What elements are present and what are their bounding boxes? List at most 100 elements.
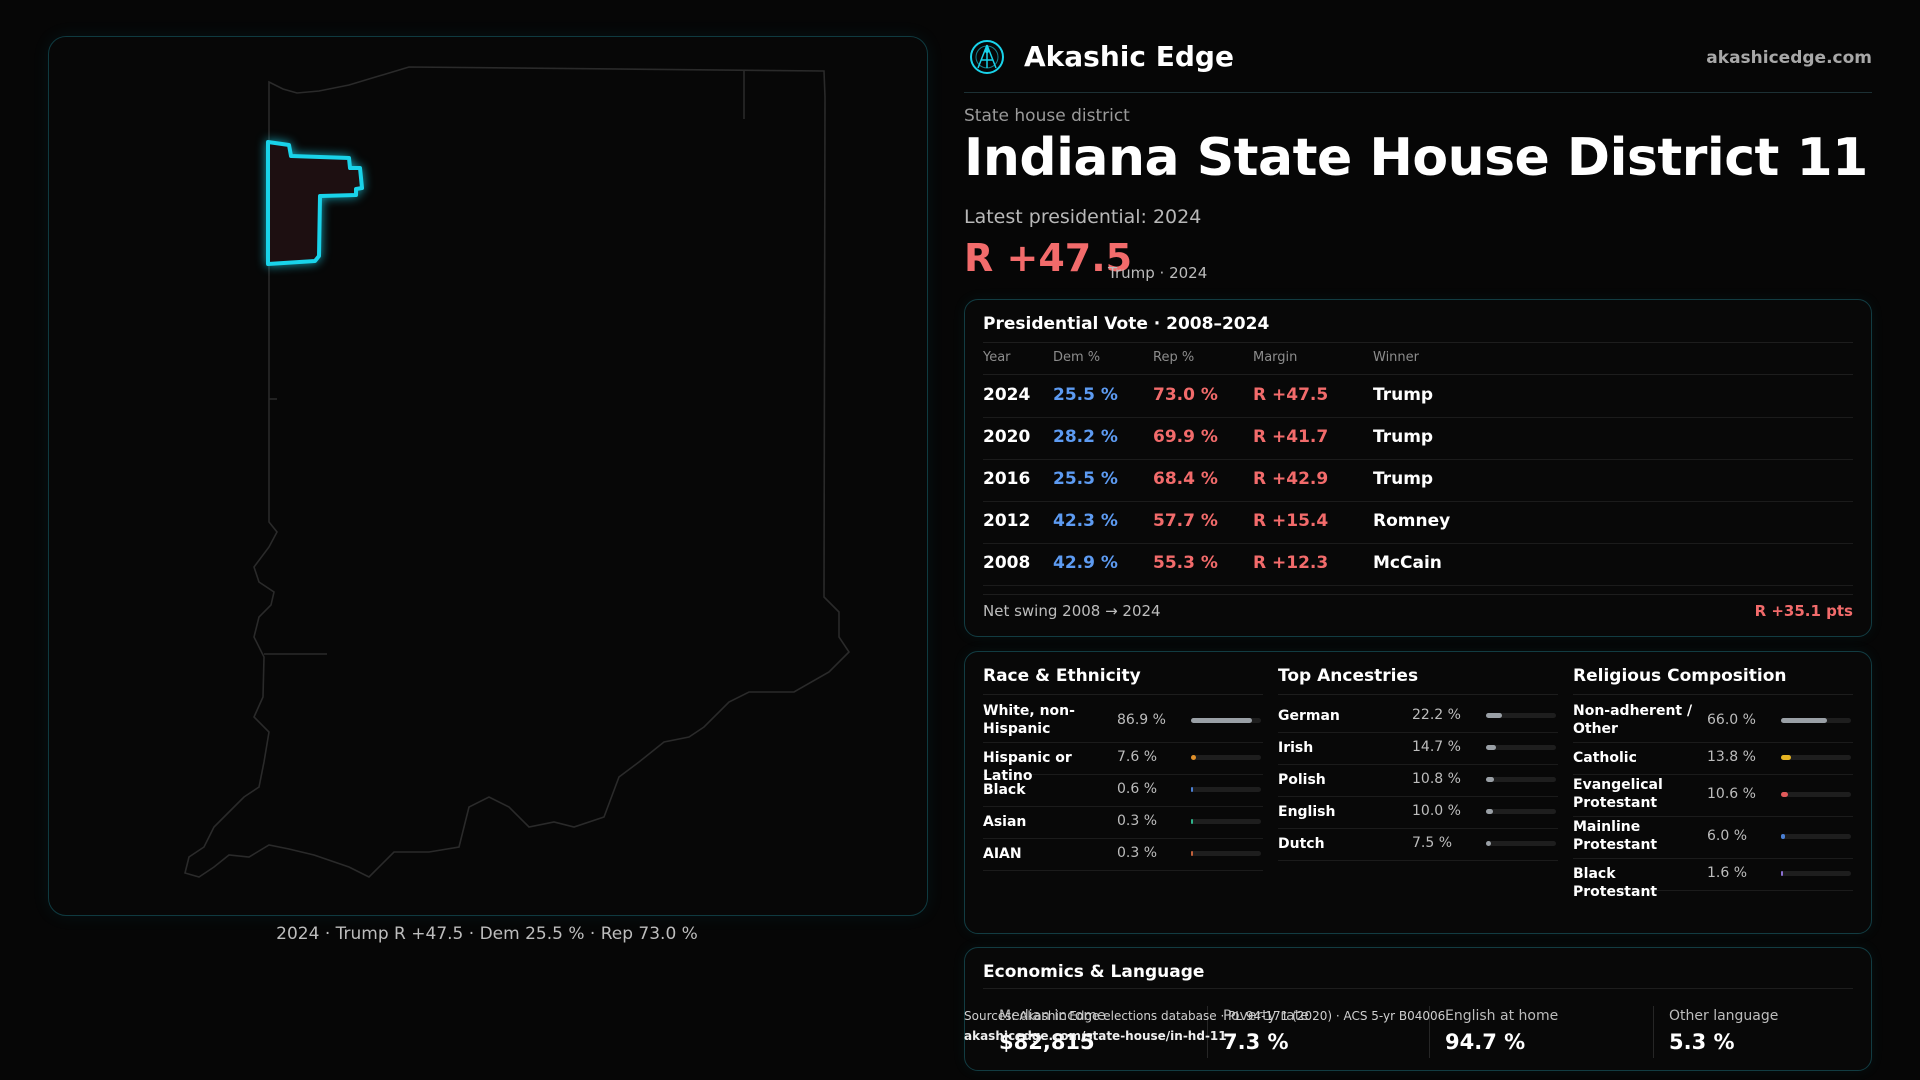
margin-cell: R +15.4: [1253, 511, 1329, 531]
rep-cell: 57.7 %: [1153, 511, 1218, 531]
dem-cell: 42.3 %: [1053, 511, 1118, 531]
bar-row: Hispanic or Latino 7.6 %: [983, 742, 1263, 784]
dem-cell: 25.5 %: [1053, 469, 1118, 489]
bar-value: 0.3 %: [1117, 845, 1158, 861]
bar-track: [1781, 718, 1851, 723]
bar-value: 22.2 %: [1412, 707, 1461, 723]
bar-fill: [1191, 787, 1193, 792]
dem-cell: 28.2 %: [1053, 427, 1118, 447]
winner-cell: Trump: [1373, 469, 1434, 489]
year-cell: 2012: [983, 511, 1031, 531]
bar-track: [1191, 718, 1261, 723]
divider: [983, 374, 1853, 375]
sources-footer: Sources: Akashic Edge elections database…: [964, 1006, 1445, 1046]
religious-composition-section: Religious Composition Non-adherent / Oth…: [1573, 652, 1853, 933]
bar-fill: [1781, 834, 1786, 839]
stat-value: 5.3 %: [1669, 1030, 1735, 1054]
bar-track: [1781, 871, 1851, 876]
bar-label: AIAN: [983, 846, 1022, 862]
margin-cell: R +12.3: [1253, 553, 1329, 573]
bar-label: Polish: [1278, 772, 1326, 788]
bar-track: [1486, 713, 1556, 718]
divider: [1207, 1006, 1208, 1058]
margin-cell: R +47.5: [1253, 385, 1329, 405]
source-url-link[interactable]: akashicedge.com/state-house/in-hd-11: [964, 1029, 1227, 1043]
winner-cell: Trump: [1373, 385, 1434, 405]
bar-row: Dutch 7.5 %: [1278, 828, 1558, 861]
latest-presidential-label: Latest presidential: 2024: [964, 206, 1202, 228]
brand-name[interactable]: Akashic Edge: [1024, 40, 1234, 73]
site-url[interactable]: akashicedge.com: [1706, 48, 1872, 68]
bar-label: Irish: [1278, 740, 1314, 756]
bar-track: [1781, 755, 1851, 760]
dem-cell: 25.5 %: [1053, 385, 1118, 405]
column-header-margin: Margin: [1253, 350, 1298, 365]
presidential-vote-card: Presidential Vote · 2008–2024 Year Dem %…: [964, 299, 1872, 637]
rep-cell: 68.4 %: [1153, 469, 1218, 489]
divider: [983, 594, 1853, 595]
bar-label: Asian: [983, 814, 1027, 830]
bar-row: Polish 10.8 %: [1278, 764, 1558, 797]
bar-track: [1191, 787, 1261, 792]
bar-fill: [1191, 819, 1193, 824]
district-11-shape[interactable]: [266, 140, 364, 266]
bar-label: Non-adherent / Other: [1573, 703, 1693, 737]
bar-row: Black 0.6 %: [983, 774, 1263, 807]
bar-fill: [1486, 809, 1493, 814]
year-cell: 2016: [983, 469, 1031, 489]
bar-value: 6.0 %: [1707, 828, 1748, 844]
stat-label: Other language: [1669, 1008, 1779, 1024]
divider: [983, 988, 1853, 989]
bar-label: English: [1278, 804, 1336, 820]
bar-fill: [1486, 713, 1502, 718]
divider: [1653, 1006, 1654, 1058]
site-header: Akashic Edge akashicedge.com: [964, 34, 1872, 93]
demographics-card: Race & Ethnicity White, non-Hispanic 86.9…: [964, 651, 1872, 934]
bar-row: Irish 14.7 %: [1278, 732, 1558, 765]
bar-fill: [1191, 851, 1193, 856]
bar-value: 14.7 %: [1412, 739, 1461, 755]
bar-track: [1191, 755, 1261, 760]
bar-label: White, non-Hispanic: [983, 703, 1075, 737]
stat-label: Poverty rate: [1223, 1008, 1309, 1024]
indiana-outline: [184, 66, 851, 878]
stat-value: 94.7 %: [1445, 1030, 1526, 1054]
stat-value: 7.3 %: [1223, 1030, 1289, 1054]
stat-label: English at home: [1445, 1008, 1559, 1024]
column-header-year: Year: [983, 350, 1011, 365]
table-row: 2012 42.3 % 57.7 % R +15.4 Romney: [983, 501, 1853, 544]
presidential-vote-title: Presidential Vote · 2008–2024: [983, 314, 1270, 334]
bar-row: Asian 0.3 %: [983, 806, 1263, 839]
stat-label: Median income: [999, 1008, 1106, 1024]
latest-margin-detail: Trump · 2024: [1108, 264, 1208, 282]
stat-poverty-rate: Poverty rate 7.3 %: [1223, 1008, 1423, 1054]
bar-fill: [1486, 745, 1497, 750]
bar-fill: [1486, 777, 1494, 782]
margin-cell: R +42.9: [1253, 469, 1329, 489]
akashic-edge-logo-icon[interactable]: [968, 38, 1006, 76]
bar-label: Dutch: [1278, 836, 1325, 852]
bar-label: German: [1278, 708, 1340, 724]
bar-row: Catholic 13.8 %: [1573, 742, 1853, 775]
district-type-label: State house district: [964, 106, 1130, 126]
dem-cell: 42.9 %: [1053, 553, 1118, 573]
column-header-rep: Rep %: [1153, 350, 1195, 365]
bar-row: Non-adherent / Other 66.0 %: [1573, 700, 1853, 743]
winner-cell: Romney: [1373, 511, 1451, 531]
bar-fill: [1486, 841, 1492, 846]
bar-label: Mainline Protestant: [1573, 819, 1658, 853]
bar-label: Black Protestant: [1573, 866, 1658, 900]
stat-other-language: Other language 5.3 %: [1669, 1008, 1869, 1054]
bar-value: 10.0 %: [1412, 803, 1461, 819]
divider: [1573, 694, 1853, 695]
bar-row: White, non-Hispanic 86.9 %: [983, 700, 1263, 743]
bar-row: English 10.0 %: [1278, 796, 1558, 829]
bar-value: 13.8 %: [1707, 749, 1756, 765]
rep-cell: 55.3 %: [1153, 553, 1218, 573]
bar-fill: [1191, 755, 1197, 760]
bar-row: Mainline Protestant 6.0 %: [1573, 816, 1853, 859]
bar-track: [1486, 745, 1556, 750]
bar-label: Evangelical Protestant: [1573, 777, 1663, 811]
district-map[interactable]: [48, 36, 928, 916]
bar-value: 1.6 %: [1707, 865, 1748, 881]
